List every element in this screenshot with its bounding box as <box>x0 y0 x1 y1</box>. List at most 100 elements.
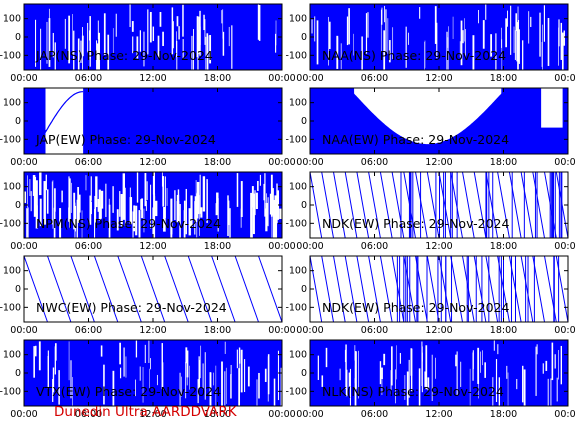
x-tick-label: 00:00 <box>268 157 295 168</box>
phase-gap <box>135 379 136 397</box>
phase-gap <box>186 373 188 386</box>
phase-gap <box>358 350 359 399</box>
phase-gap <box>156 374 158 386</box>
phase-gap <box>98 32 100 70</box>
phase-gap <box>380 9 382 53</box>
panel-title: JAP(NS) Phase: 29-Nov-2024 <box>35 48 213 63</box>
phase-gap <box>133 205 136 232</box>
phase-gap <box>492 377 494 406</box>
phase-gap <box>329 21 331 50</box>
phase-gap <box>472 352 474 381</box>
phase-gap <box>162 176 165 207</box>
phase-gap <box>143 31 145 67</box>
phase-gap <box>554 354 556 369</box>
phase-gap <box>179 204 181 238</box>
phase-gap <box>68 176 70 218</box>
phase-gap <box>215 365 217 406</box>
phase-gap <box>518 29 520 64</box>
phase-gap <box>53 207 56 238</box>
phase-gap <box>541 88 563 128</box>
phase-gap <box>48 18 51 67</box>
phase-gap <box>515 13 518 31</box>
phase-gap <box>35 180 38 229</box>
phase-gap <box>556 377 558 402</box>
phase-gap <box>381 7 383 25</box>
phase-gap <box>228 200 230 226</box>
phase-gap <box>258 372 260 399</box>
y-tick-label: -100 <box>285 302 307 313</box>
x-tick-label: 18:00 <box>490 157 517 168</box>
phase-gap <box>186 350 189 378</box>
phase-gap <box>131 21 134 32</box>
phase-gap <box>73 30 75 70</box>
phase-gap <box>264 368 267 382</box>
phase-gap <box>85 175 87 191</box>
panel-title: NDK(EW) Phase: 29-Nov-2024 <box>322 216 510 231</box>
x-tick-label: 00:00 <box>268 409 295 420</box>
y-tick-label: 100 <box>3 14 21 25</box>
phase-gap <box>39 198 42 227</box>
x-tick-label: 06:00 <box>75 157 102 168</box>
x-tick-label: 18:00 <box>490 325 517 336</box>
phase-gap <box>558 350 559 380</box>
phase-gap <box>150 358 151 370</box>
phase-gap <box>204 19 206 45</box>
phase-gap <box>52 367 55 393</box>
phase-gap <box>348 372 351 387</box>
phase-gap <box>244 359 246 393</box>
phase-gap <box>147 9 149 55</box>
phase-gap <box>464 28 466 59</box>
x-tick-label: 06:00 <box>361 241 388 252</box>
phase-gap <box>174 190 176 221</box>
phase-gap <box>139 366 141 381</box>
phase-gap <box>143 208 145 233</box>
phase-gap <box>277 350 279 401</box>
y-tick-label: 0 <box>15 32 21 43</box>
x-tick-label: 06:00 <box>75 409 102 420</box>
phase-gap <box>89 16 91 59</box>
phase-gap <box>221 10 223 24</box>
phase-gap <box>229 208 231 238</box>
phase-trace <box>24 172 282 238</box>
y-tick-label: 0 <box>15 116 21 127</box>
phase-gap <box>405 26 407 68</box>
phase-gap <box>558 27 559 66</box>
phase-gap <box>408 359 410 398</box>
phase-gap <box>46 21 48 64</box>
phase-gap <box>152 207 156 238</box>
x-tick-label: 00:00 <box>268 325 295 336</box>
phase-gap <box>47 350 49 371</box>
phase-gap <box>149 368 150 389</box>
phase-gap <box>59 208 62 238</box>
phase-gap <box>517 29 519 70</box>
phase-gap <box>161 172 163 187</box>
phase-gap <box>196 192 199 219</box>
phase-gap <box>24 191 27 203</box>
phase-gap <box>48 8 50 24</box>
x-tick-label: 00:00 <box>554 241 576 252</box>
phase-gap <box>516 378 518 390</box>
phase-gap <box>477 347 480 384</box>
y-tick-label: 100 <box>3 98 21 109</box>
phase-gap <box>507 10 508 27</box>
phase-gap <box>460 20 463 66</box>
phase-gap <box>89 195 92 225</box>
phase-gap <box>387 18 389 54</box>
phase-gap <box>385 9 387 53</box>
phase-gap <box>200 26 201 45</box>
phase-gap <box>188 208 191 236</box>
phase-gap <box>421 341 423 387</box>
phase-gap <box>266 193 267 229</box>
y-tick-label: 0 <box>15 284 21 295</box>
phase-gap <box>189 365 190 390</box>
panel-title: NWC(EW) Phase: 29-Nov-2024 <box>36 300 227 315</box>
phase-gap <box>361 36 363 70</box>
y-tick-label: -100 <box>0 302 21 313</box>
phase-gap <box>77 38 80 70</box>
x-tick-label: 06:00 <box>361 325 388 336</box>
phase-gap <box>152 172 155 195</box>
phase-gap <box>144 173 147 207</box>
phase-gap <box>199 195 200 236</box>
phase-gap <box>480 351 481 373</box>
phase-gap <box>54 188 56 212</box>
